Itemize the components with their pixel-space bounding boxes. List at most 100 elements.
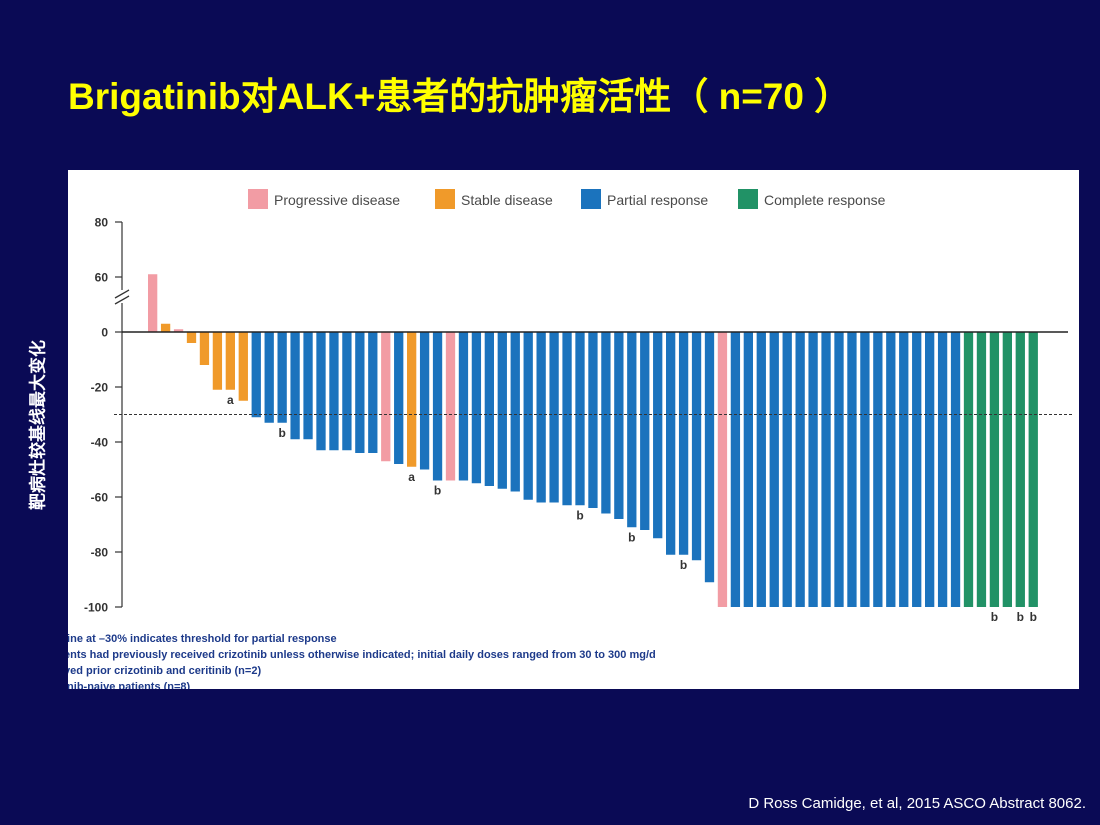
bar-partial <box>743 332 753 607</box>
axis-break-mark <box>114 289 130 299</box>
bar-partial <box>394 332 404 464</box>
bar-complete <box>989 332 1000 607</box>
bar-partial <box>290 332 300 440</box>
bar-stable <box>212 332 223 390</box>
bar-partial <box>873 332 883 607</box>
bar-partial <box>471 332 482 484</box>
bar-complete <box>963 332 974 607</box>
bar-annotation: b <box>1017 610 1024 624</box>
bar-stable <box>225 332 235 390</box>
footnote-1: line at –30% indicates threshold for par… <box>68 633 337 645</box>
bar-partial <box>562 332 572 506</box>
bar-partial <box>355 332 365 453</box>
bar-complete <box>1002 332 1012 607</box>
bar-stable <box>186 332 197 343</box>
bar-progressive <box>445 332 456 481</box>
legend-label-complete: Complete response <box>764 192 886 208</box>
legend-swatch-stable <box>435 189 455 209</box>
waterfall-chart-panel: Progressive disease Stable disease Partial… <box>68 170 1079 689</box>
bar-partial <box>950 332 961 607</box>
bar-partial <box>912 332 922 607</box>
bar-partial <box>484 332 494 486</box>
bar-annotation: b <box>680 558 687 572</box>
y-axis-label: 靶病灶较基线最大变化 <box>28 340 48 510</box>
bar-progressive <box>173 329 184 332</box>
bar-stable <box>238 332 248 401</box>
bar-partial <box>860 332 870 607</box>
legend-swatch-complete <box>738 189 758 209</box>
waterfall-chart: Progressive disease Stable disease Partial… <box>84 189 1074 624</box>
slide-title: Brigatinib对ALK+患者的抗肿瘤活性（ n=70 ） <box>68 76 852 117</box>
bar-partial <box>419 332 430 470</box>
footnote-2: ents had previously received crizotinib … <box>68 649 656 661</box>
bar-partial <box>666 332 676 555</box>
bar-annotation: b <box>576 508 583 522</box>
bar-annotation: a <box>227 393 234 407</box>
axis-break-mark <box>114 295 130 305</box>
bar-partial <box>847 332 857 607</box>
bar-annotation: a <box>408 470 415 484</box>
bar-partial <box>316 332 326 451</box>
legend-swatch-partial <box>581 189 601 209</box>
bar-partial <box>497 332 507 489</box>
bar-complete <box>976 332 987 607</box>
bar-annotation: b <box>278 426 285 440</box>
bar-partial <box>575 332 585 506</box>
legend-swatch-progressive <box>248 189 268 209</box>
bar-annotation: b <box>1030 610 1037 624</box>
bar-complete <box>1015 332 1025 607</box>
bar-stable <box>407 332 417 467</box>
bar-annotation: b <box>628 530 635 544</box>
bar-partial <box>510 332 520 492</box>
y-tick-label: 0 <box>101 326 108 340</box>
bar-partial <box>678 332 689 555</box>
bar-progressive <box>148 274 158 332</box>
bar-partial <box>277 332 287 423</box>
citation: D Ross Camidge, et al, 2015 ASCO Abstrac… <box>748 795 1086 812</box>
y-tick-label: 80 <box>95 216 109 230</box>
bar-partial <box>704 332 715 583</box>
bar-partial <box>730 332 741 607</box>
bar-partial <box>886 332 896 607</box>
bar-partial <box>303 332 313 440</box>
bar-partial <box>769 332 779 607</box>
bar-partial <box>899 332 909 607</box>
bar-partial <box>549 332 559 503</box>
bar-partial <box>808 332 818 607</box>
bar-partial <box>627 332 637 528</box>
bar-partial <box>782 332 792 607</box>
y-tick-label: -60 <box>91 491 109 505</box>
legend-label-progressive: Progressive disease <box>274 192 400 208</box>
bar-partial <box>756 332 766 607</box>
bar-partial <box>795 332 805 607</box>
y-tick-label: 60 <box>95 271 109 285</box>
bar-partial <box>342 332 352 451</box>
bar-partial <box>536 332 546 503</box>
y-tick-label: -20 <box>91 381 109 395</box>
bar-partial <box>329 332 339 451</box>
y-tick-label: -80 <box>91 546 109 560</box>
bar-partial <box>251 332 261 418</box>
bar-complete <box>1028 332 1038 607</box>
legend-label-partial: Partial response <box>607 192 708 208</box>
footnote-3: ved prior crizotinib and ceritinib (n=2) <box>68 665 262 677</box>
bar-partial <box>264 332 274 423</box>
bar-partial <box>614 332 624 519</box>
bar-partial <box>691 332 702 561</box>
bar-progressive <box>717 332 728 607</box>
bar-partial <box>640 332 650 530</box>
bar-progressive <box>381 332 391 462</box>
bar-annotation: b <box>991 610 998 624</box>
bar-partial <box>458 332 469 481</box>
bar-partial <box>937 332 948 607</box>
bar-partial <box>432 332 443 481</box>
legend-label-stable: Stable disease <box>461 192 553 208</box>
bar-partial <box>925 332 935 607</box>
bar-stable <box>199 332 210 365</box>
bar-partial <box>601 332 611 514</box>
bar-partial <box>821 332 831 607</box>
bar-partial <box>834 332 844 607</box>
bar-partial <box>588 332 598 508</box>
bar-stable <box>160 323 171 332</box>
bar-annotation: b <box>434 484 441 498</box>
